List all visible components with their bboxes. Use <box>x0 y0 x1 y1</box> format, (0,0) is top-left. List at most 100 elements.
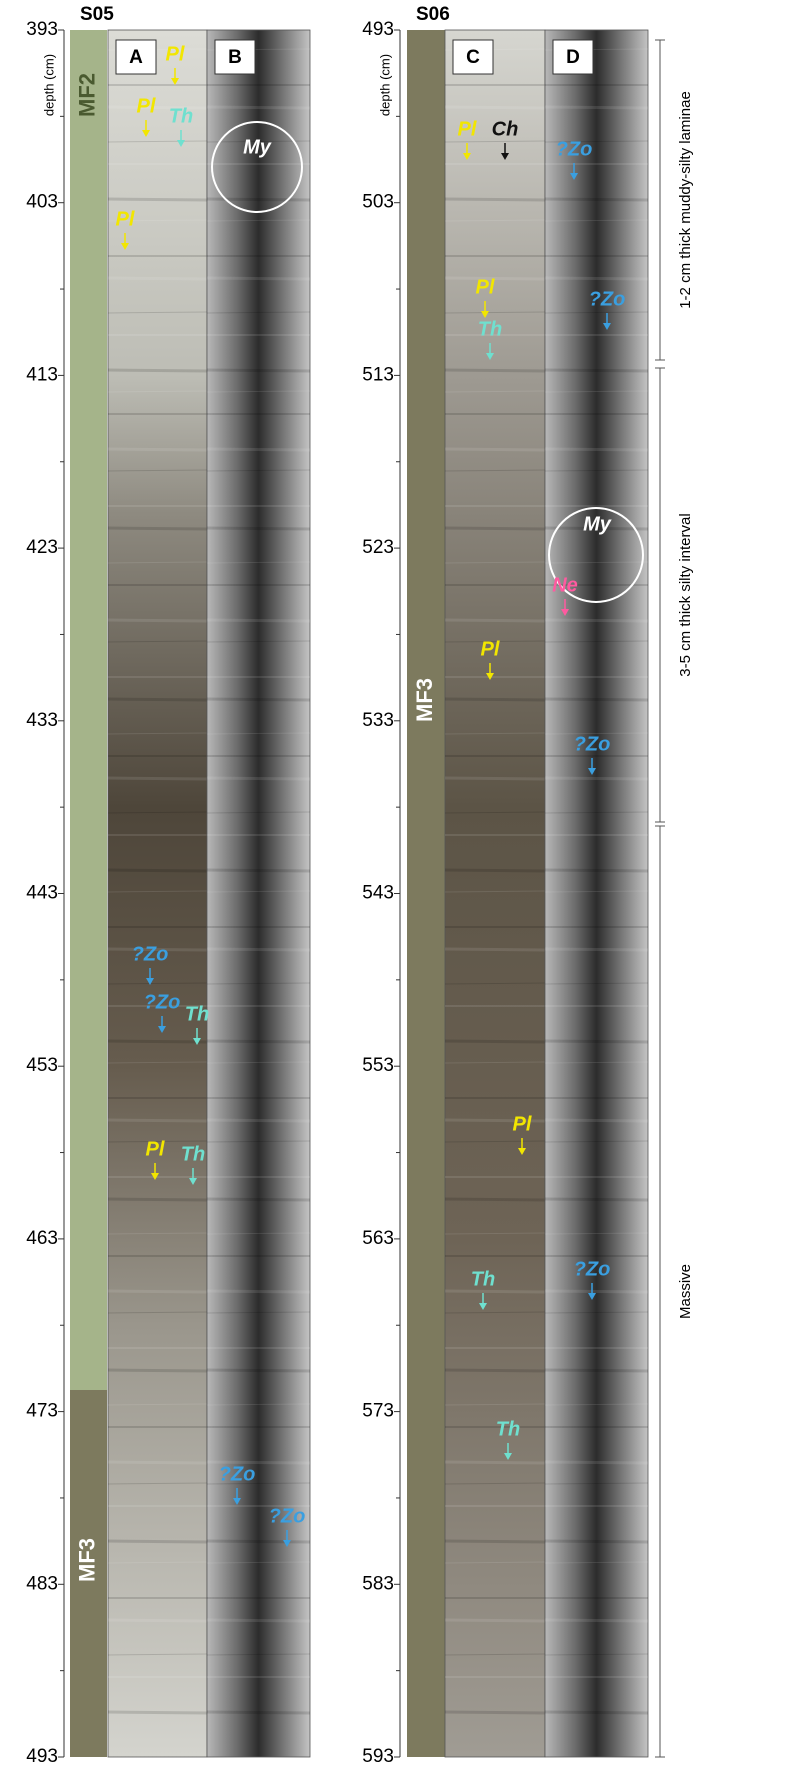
lamina <box>445 1041 545 1042</box>
tick-label: 573 <box>362 1401 394 1422</box>
lamina <box>108 1199 207 1200</box>
facies-label: MF3 <box>74 1538 99 1582</box>
lamina <box>207 949 310 950</box>
annotation: Pl <box>116 208 135 230</box>
annotation: Th <box>496 1418 520 1440</box>
annotation: Ne <box>552 574 578 596</box>
lamina <box>108 699 207 700</box>
lamina <box>545 1291 648 1292</box>
annotation: Pl <box>146 1138 165 1160</box>
lamina <box>445 1370 545 1371</box>
lamina <box>207 1370 310 1371</box>
annotation: My <box>583 513 612 535</box>
core-image <box>108 30 207 1757</box>
lamina <box>108 1370 207 1371</box>
tick-label: 393 <box>26 19 58 40</box>
lamina <box>108 370 207 371</box>
lamina <box>108 1712 207 1713</box>
annotation: ?Zo <box>144 991 181 1013</box>
annotation: ?Zo <box>589 288 626 310</box>
lamina <box>108 1291 207 1292</box>
lamina <box>207 778 310 779</box>
lamina <box>445 949 545 950</box>
annotation: Pl <box>476 276 495 298</box>
tick-label: 543 <box>362 883 394 904</box>
lamina <box>207 199 310 200</box>
facies-label: MF3 <box>412 678 437 722</box>
annotation: Pl <box>458 118 477 140</box>
lamina <box>445 1462 545 1463</box>
annotation: Th <box>471 1268 495 1290</box>
annotation: Th <box>478 318 502 340</box>
annotation: Th <box>181 1143 205 1165</box>
tick-label: 553 <box>362 1055 394 1076</box>
panel-letter: B <box>228 47 242 68</box>
figure: S05depth (cm)393403413423433443453463473… <box>0 0 794 1769</box>
lamina <box>207 1291 310 1292</box>
interval-label: 3-5 cm thick silty interval <box>677 513 694 676</box>
lamina <box>445 449 545 450</box>
lamina <box>445 1541 545 1542</box>
lamina <box>545 778 648 779</box>
annotation: ?Zo <box>219 1463 256 1485</box>
lamina <box>545 1120 648 1121</box>
lamina <box>545 1541 648 1542</box>
lamina <box>207 620 310 621</box>
lamina <box>545 1712 648 1713</box>
lamina <box>545 278 648 279</box>
lamina <box>207 1712 310 1713</box>
lamina <box>545 449 648 450</box>
lamina <box>207 1541 310 1542</box>
lamina <box>545 1620 648 1621</box>
lamina <box>207 528 310 529</box>
tick-label: 513 <box>362 364 394 385</box>
lamina <box>207 107 310 108</box>
lamina <box>207 1120 310 1121</box>
lamina <box>207 278 310 279</box>
tick-label: 473 <box>26 1401 58 1422</box>
lamina <box>545 1041 648 1042</box>
core-image <box>445 30 545 1757</box>
annotation: ?Zo <box>574 1258 611 1280</box>
annotation: My <box>243 136 272 158</box>
facies-bar <box>70 30 107 1390</box>
core-image <box>207 30 310 1757</box>
lamina <box>108 199 207 200</box>
lamina <box>445 1620 545 1621</box>
lamina <box>445 778 545 779</box>
tick-label: 583 <box>362 1573 394 1594</box>
column-title: S05 <box>80 4 114 25</box>
lamina <box>108 1462 207 1463</box>
column-title: S06 <box>416 4 450 25</box>
lamina <box>207 699 310 700</box>
tick-label: 433 <box>26 710 58 731</box>
lamina <box>207 1620 310 1621</box>
depth-label: depth (cm) <box>377 54 392 116</box>
annotation: Th <box>185 1003 209 1025</box>
lamina <box>545 370 648 371</box>
lamina <box>545 1370 648 1371</box>
annotation: Ch <box>492 118 519 140</box>
lamina <box>207 449 310 450</box>
tick-label: 403 <box>26 192 58 213</box>
lamina <box>545 699 648 700</box>
interval-label: Massive <box>677 1264 694 1319</box>
lamina <box>108 1620 207 1621</box>
panel-letter: A <box>129 47 143 68</box>
lamina <box>108 778 207 779</box>
tick-label: 423 <box>26 537 58 558</box>
lamina <box>445 870 545 871</box>
lamina <box>445 620 545 621</box>
lamina <box>545 949 648 950</box>
tick-label: 503 <box>362 192 394 213</box>
tick-label: 453 <box>26 1055 58 1076</box>
tick-label: 493 <box>362 19 394 40</box>
lamina <box>545 1199 648 1200</box>
lamina <box>207 870 310 871</box>
tick-label: 413 <box>26 364 58 385</box>
lamina <box>108 870 207 871</box>
lamina <box>545 870 648 871</box>
lamina <box>207 1041 310 1042</box>
lamina <box>108 1120 207 1121</box>
tick-label: 563 <box>362 1228 394 1249</box>
